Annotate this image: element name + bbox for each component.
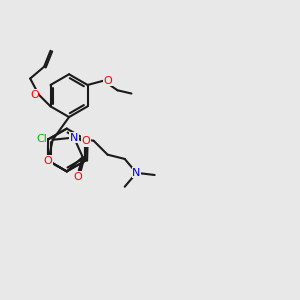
Text: O: O: [73, 172, 82, 182]
Text: O: O: [82, 136, 90, 146]
Text: N: N: [132, 168, 141, 178]
Text: Cl: Cl: [36, 134, 47, 144]
Text: N: N: [70, 133, 78, 142]
Text: O: O: [103, 76, 112, 86]
Text: O: O: [44, 156, 52, 166]
Text: O: O: [30, 90, 39, 100]
